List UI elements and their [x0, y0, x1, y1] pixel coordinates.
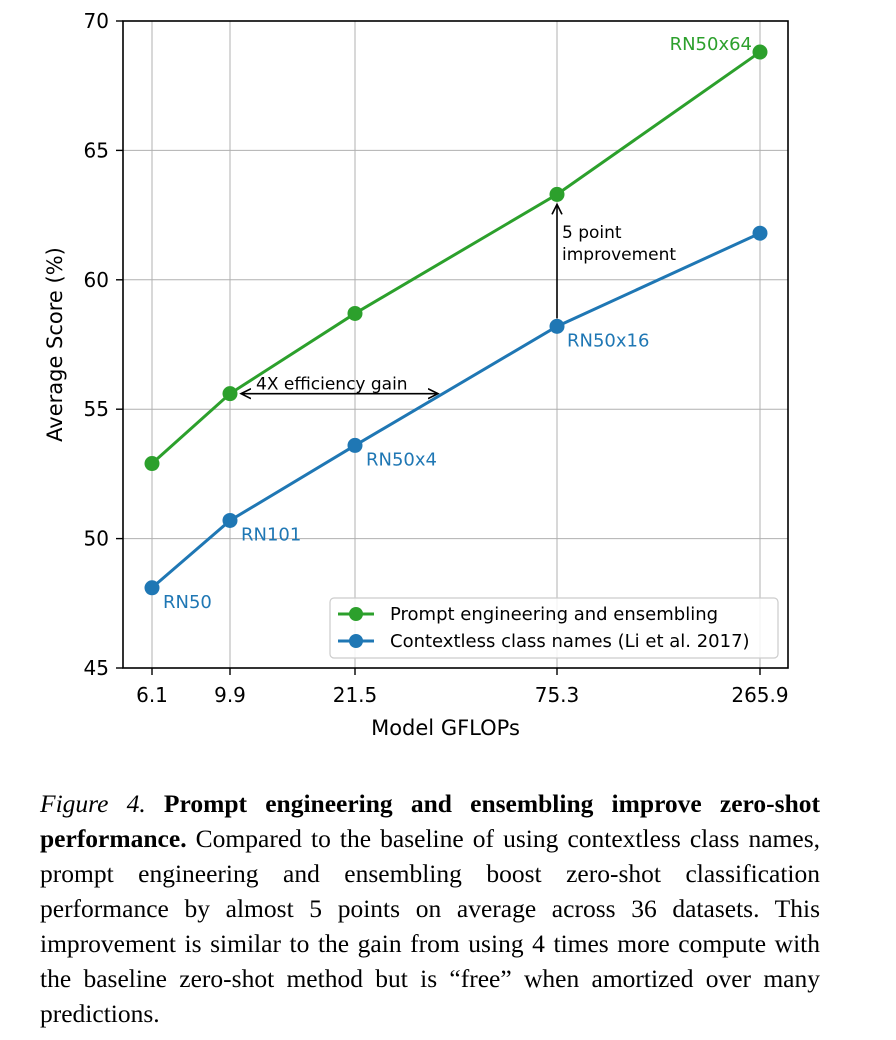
y-tick-label: 45: [84, 656, 109, 680]
axes: 6.1 9.9 21.5 75.3 265.9 45 50 55 60 65 70 Model GFL…: [43, 9, 789, 740]
legend-label: Contextless class names (Li et al. 2017): [390, 631, 750, 652]
data-point-s1-4: [752, 225, 768, 241]
improvement-annotation-line: 5 point: [562, 223, 622, 243]
y-tick-label: 70: [84, 9, 109, 33]
x-tick-label: 75.3: [535, 683, 580, 707]
caption-text: Compared to the baseline of using contex…: [40, 824, 821, 1028]
y-tick-label: 65: [84, 138, 109, 162]
chart: 6.1 9.9 21.5 75.3 265.9 45 50 55 60 65 70 Model GFL…: [43, 9, 789, 740]
point-label: RN101: [241, 524, 301, 545]
plot-frame: [122, 20, 789, 669]
improvement-annotation-line: improvement: [562, 245, 676, 265]
figure-caption: Figure 4. Prompt engineering and ensembl…: [40, 786, 820, 1031]
y-tick-label: 50: [84, 527, 109, 551]
caption-label: Figure 4.: [40, 789, 146, 818]
caption-bold: Prompt engineering and ensembling improv…: [40, 789, 820, 853]
data-point-s1-1: [222, 512, 238, 528]
data-point-s0-2: [347, 305, 363, 321]
point-label: RN50x64: [670, 34, 752, 55]
x-tick-label: 9.9: [214, 683, 246, 707]
legend: Prompt engineering and ensembling Context…: [329, 597, 779, 659]
data-point-s1-3: [549, 318, 565, 334]
grid: [123, 20, 788, 669]
y-tick-label: 60: [84, 268, 109, 292]
efficiency-annotation: 4X efficiency gain: [256, 375, 408, 395]
point-label: RN50x16: [567, 330, 649, 351]
x-tick-label: 6.1: [136, 683, 168, 707]
data-point-s1-2: [347, 437, 363, 453]
legend-label: Prompt engineering and ensembling: [390, 604, 718, 625]
data-point-s0-3: [549, 186, 565, 202]
data-point-s0-0: [144, 456, 160, 472]
data-point-s0-4: [752, 44, 768, 60]
legend-marker-1: [349, 634, 363, 648]
point-label: RN50: [163, 592, 212, 613]
x-tick-label: 21.5: [333, 683, 378, 707]
y-tick-label: 55: [84, 397, 109, 421]
series-layer: RN50x64 RN50 RN101 RN50x4 RN50x16: [144, 34, 768, 613]
data-point-s0-1: [222, 386, 238, 402]
legend-box: [329, 597, 779, 659]
x-tick-label: 265.9: [731, 683, 788, 707]
x-axis-title: Model GFLOPs: [371, 716, 520, 740]
legend-marker-0: [349, 607, 363, 621]
point-label: RN50x4: [366, 449, 437, 470]
data-point-s1-0: [144, 580, 160, 596]
y-axis-title: Average Score (%): [43, 247, 67, 442]
